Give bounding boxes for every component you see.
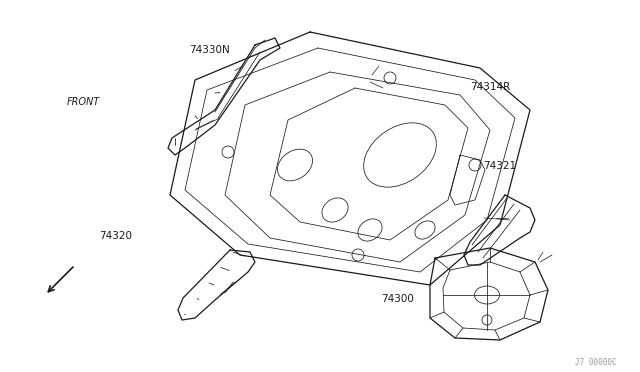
- Text: 74314R: 74314R: [470, 83, 511, 92]
- Text: 74321: 74321: [483, 161, 516, 170]
- Text: J7 00000C: J7 00000C: [575, 358, 616, 367]
- Text: 74320: 74320: [99, 231, 132, 241]
- Text: 74300: 74300: [381, 295, 413, 304]
- Text: FRONT: FRONT: [67, 97, 100, 107]
- Text: 74330N: 74330N: [189, 45, 230, 55]
